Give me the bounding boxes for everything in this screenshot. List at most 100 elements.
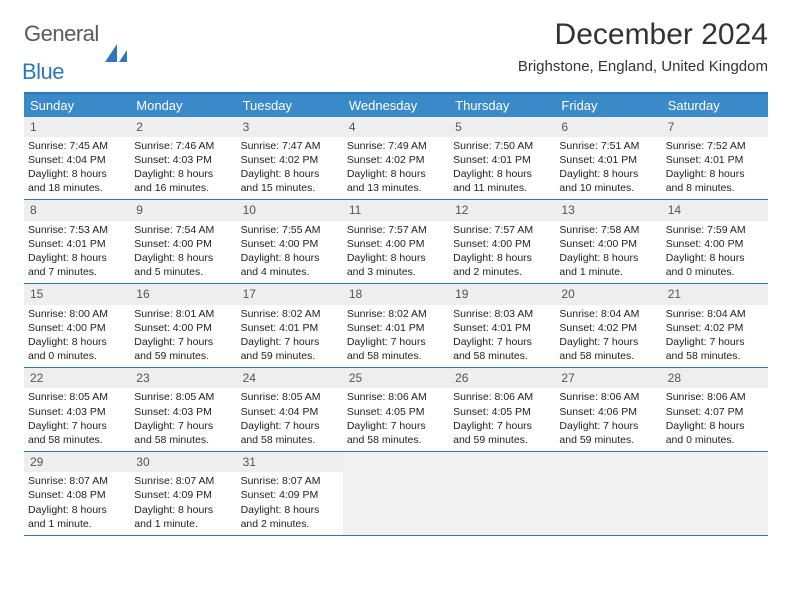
sunset-line: Sunset: 4:02 PM — [559, 321, 657, 335]
day-cell: 10Sunrise: 7:55 AMSunset: 4:00 PMDayligh… — [237, 200, 343, 283]
day-cell: 26Sunrise: 8:06 AMSunset: 4:05 PMDayligh… — [449, 368, 555, 451]
day-body: Sunrise: 7:57 AMSunset: 4:00 PMDaylight:… — [343, 221, 449, 284]
day-body: Sunrise: 8:04 AMSunset: 4:02 PMDaylight:… — [555, 305, 661, 368]
day-cell: 2Sunrise: 7:46 AMSunset: 4:03 PMDaylight… — [130, 117, 236, 200]
daylight-line: Daylight: 8 hours and 5 minutes. — [134, 251, 232, 279]
sunset-line: Sunset: 4:02 PM — [241, 153, 339, 167]
daylight-line: Daylight: 8 hours and 0 minutes. — [666, 251, 764, 279]
day-body: Sunrise: 8:00 AMSunset: 4:00 PMDaylight:… — [24, 305, 130, 368]
day-body: Sunrise: 7:57 AMSunset: 4:00 PMDaylight:… — [449, 221, 555, 284]
daylight-line: Daylight: 8 hours and 15 minutes. — [241, 167, 339, 195]
day-number: 9 — [130, 200, 236, 220]
daylight-line: Daylight: 7 hours and 58 minutes. — [134, 419, 232, 447]
sunset-line: Sunset: 4:06 PM — [559, 405, 657, 419]
sunrise-line: Sunrise: 8:02 AM — [241, 307, 339, 321]
day-cell: 12Sunrise: 7:57 AMSunset: 4:00 PMDayligh… — [449, 200, 555, 283]
day-body: Sunrise: 8:06 AMSunset: 4:06 PMDaylight:… — [555, 388, 661, 451]
day-cell: 1Sunrise: 7:45 AMSunset: 4:04 PMDaylight… — [24, 117, 130, 200]
sunset-line: Sunset: 4:00 PM — [559, 237, 657, 251]
sunset-line: Sunset: 4:02 PM — [666, 321, 764, 335]
day-number: 20 — [555, 284, 661, 304]
day-cell: 8Sunrise: 7:53 AMSunset: 4:01 PMDaylight… — [24, 200, 130, 283]
daylight-line: Daylight: 8 hours and 3 minutes. — [347, 251, 445, 279]
sunset-line: Sunset: 4:09 PM — [134, 488, 232, 502]
sunset-line: Sunset: 4:01 PM — [559, 153, 657, 167]
day-number: 5 — [449, 117, 555, 137]
sunrise-line: Sunrise: 7:53 AM — [28, 223, 126, 237]
sunrise-line: Sunrise: 8:04 AM — [666, 307, 764, 321]
day-body: Sunrise: 8:03 AMSunset: 4:01 PMDaylight:… — [449, 305, 555, 368]
day-cell — [555, 452, 661, 535]
calendar-weeks: 1Sunrise: 7:45 AMSunset: 4:04 PMDaylight… — [24, 117, 768, 536]
day-number: 23 — [130, 368, 236, 388]
title-block: December 2024 Brighstone, England, Unite… — [518, 18, 768, 75]
sunset-line: Sunset: 4:00 PM — [134, 321, 232, 335]
daylight-line: Daylight: 7 hours and 58 minutes. — [453, 335, 551, 363]
page-title: December 2024 — [518, 18, 768, 52]
day-number: 13 — [555, 200, 661, 220]
week-row: 8Sunrise: 7:53 AMSunset: 4:01 PMDaylight… — [24, 200, 768, 284]
day-body: Sunrise: 8:06 AMSunset: 4:07 PMDaylight:… — [662, 388, 768, 451]
sunrise-line: Sunrise: 7:51 AM — [559, 139, 657, 153]
day-body: Sunrise: 7:49 AMSunset: 4:02 PMDaylight:… — [343, 137, 449, 200]
day-cell: 13Sunrise: 7:58 AMSunset: 4:00 PMDayligh… — [555, 200, 661, 283]
day-number: 1 — [24, 117, 130, 137]
logo-sail-icon — [103, 42, 129, 69]
sunset-line: Sunset: 4:04 PM — [28, 153, 126, 167]
day-cell: 9Sunrise: 7:54 AMSunset: 4:00 PMDaylight… — [130, 200, 236, 283]
sunrise-line: Sunrise: 8:02 AM — [347, 307, 445, 321]
week-row: 1Sunrise: 7:45 AMSunset: 4:04 PMDaylight… — [24, 117, 768, 201]
daylight-line: Daylight: 7 hours and 58 minutes. — [28, 419, 126, 447]
day-number: 11 — [343, 200, 449, 220]
day-cell: 29Sunrise: 8:07 AMSunset: 4:08 PMDayligh… — [24, 452, 130, 535]
sunrise-line: Sunrise: 8:06 AM — [666, 390, 764, 404]
day-number: 29 — [24, 452, 130, 472]
day-header: Wednesday — [343, 94, 449, 117]
day-cell: 19Sunrise: 8:03 AMSunset: 4:01 PMDayligh… — [449, 284, 555, 367]
day-body: Sunrise: 8:05 AMSunset: 4:03 PMDaylight:… — [130, 388, 236, 451]
day-cell: 16Sunrise: 8:01 AMSunset: 4:00 PMDayligh… — [130, 284, 236, 367]
day-number: 21 — [662, 284, 768, 304]
sunrise-line: Sunrise: 8:07 AM — [28, 474, 126, 488]
logo-text-2: Blue — [22, 62, 99, 82]
sunrise-line: Sunrise: 7:47 AM — [241, 139, 339, 153]
day-number: 12 — [449, 200, 555, 220]
day-cell: 15Sunrise: 8:00 AMSunset: 4:00 PMDayligh… — [24, 284, 130, 367]
day-number: 7 — [662, 117, 768, 137]
day-header: Friday — [555, 94, 661, 117]
sunrise-line: Sunrise: 7:52 AM — [666, 139, 764, 153]
day-number: 3 — [237, 117, 343, 137]
sunrise-line: Sunrise: 8:03 AM — [453, 307, 551, 321]
sunset-line: Sunset: 4:03 PM — [134, 405, 232, 419]
day-cell: 6Sunrise: 7:51 AMSunset: 4:01 PMDaylight… — [555, 117, 661, 200]
daylight-line: Daylight: 8 hours and 1 minute. — [28, 503, 126, 531]
day-number: 27 — [555, 368, 661, 388]
sunrise-line: Sunrise: 8:06 AM — [453, 390, 551, 404]
daylight-line: Daylight: 8 hours and 8 minutes. — [666, 167, 764, 195]
day-cell: 30Sunrise: 8:07 AMSunset: 4:09 PMDayligh… — [130, 452, 236, 535]
day-number: 6 — [555, 117, 661, 137]
sunrise-line: Sunrise: 8:07 AM — [241, 474, 339, 488]
sunrise-line: Sunrise: 7:50 AM — [453, 139, 551, 153]
sunrise-line: Sunrise: 7:55 AM — [241, 223, 339, 237]
day-cell: 23Sunrise: 8:05 AMSunset: 4:03 PMDayligh… — [130, 368, 236, 451]
day-number: 28 — [662, 368, 768, 388]
daylight-line: Daylight: 8 hours and 4 minutes. — [241, 251, 339, 279]
sunrise-line: Sunrise: 7:45 AM — [28, 139, 126, 153]
day-body: Sunrise: 8:05 AMSunset: 4:03 PMDaylight:… — [24, 388, 130, 451]
sunrise-line: Sunrise: 8:06 AM — [347, 390, 445, 404]
sunset-line: Sunset: 4:05 PM — [453, 405, 551, 419]
sunset-line: Sunset: 4:00 PM — [666, 237, 764, 251]
day-cell: 7Sunrise: 7:52 AMSunset: 4:01 PMDaylight… — [662, 117, 768, 200]
day-body: Sunrise: 8:07 AMSunset: 4:08 PMDaylight:… — [24, 472, 130, 535]
daylight-line: Daylight: 7 hours and 58 minutes. — [559, 335, 657, 363]
sunset-line: Sunset: 4:00 PM — [453, 237, 551, 251]
day-body: Sunrise: 7:45 AMSunset: 4:04 PMDaylight:… — [24, 137, 130, 200]
day-body: Sunrise: 7:50 AMSunset: 4:01 PMDaylight:… — [449, 137, 555, 200]
day-cell: 21Sunrise: 8:04 AMSunset: 4:02 PMDayligh… — [662, 284, 768, 367]
day-number: 4 — [343, 117, 449, 137]
day-cell: 5Sunrise: 7:50 AMSunset: 4:01 PMDaylight… — [449, 117, 555, 200]
day-body: Sunrise: 8:05 AMSunset: 4:04 PMDaylight:… — [237, 388, 343, 451]
daylight-line: Daylight: 8 hours and 1 minute. — [559, 251, 657, 279]
sunrise-line: Sunrise: 8:05 AM — [134, 390, 232, 404]
